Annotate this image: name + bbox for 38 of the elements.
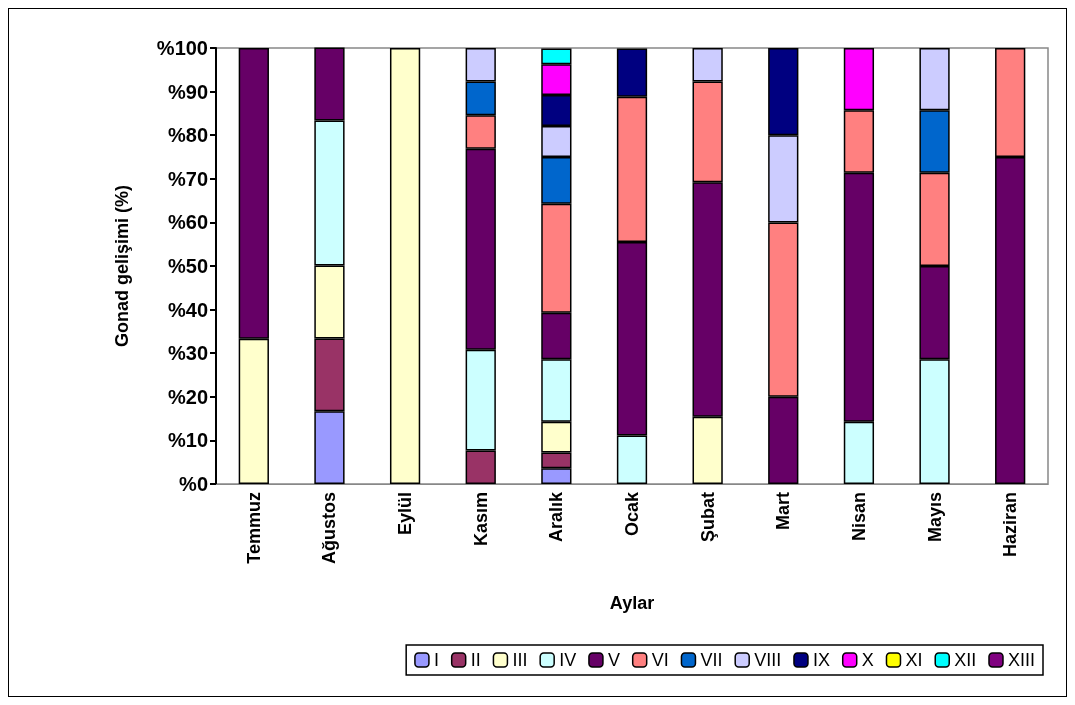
y-tick-label: %70 — [167, 167, 208, 190]
x-tick-label: Haziran — [1000, 492, 1021, 558]
x-tick-label: Kasım — [470, 492, 491, 547]
legend-label: I — [433, 650, 439, 670]
legend-label: VI — [651, 650, 669, 670]
x-tick-label: Eylül — [395, 492, 416, 536]
x-tick-label: Şubat — [697, 492, 718, 543]
y-tick-label: %30 — [167, 342, 208, 365]
x-tick-label: Mart — [773, 492, 794, 531]
y-tick-label: %90 — [167, 80, 208, 103]
legend-label: V — [607, 650, 620, 670]
y-tick-label: %20 — [167, 385, 208, 408]
bar — [389, 48, 421, 484]
y-tick-label: %0 — [179, 473, 208, 495]
x-axis-title: Aylar — [609, 593, 655, 613]
legend-label: XIII — [1007, 650, 1036, 670]
x-tick-label: Mayıs — [924, 492, 945, 543]
legend-label: II — [470, 650, 481, 670]
legend-label: IX — [812, 650, 830, 670]
x-tick-label: Temmuz — [243, 492, 264, 564]
legend-label: VII — [700, 650, 723, 670]
y-tick-label: %60 — [167, 211, 208, 234]
x-tick-label: Aralık — [546, 491, 567, 543]
x-tick-label: Nisan — [848, 492, 869, 542]
y-tick-label: %50 — [167, 255, 208, 277]
y-tick-label: %80 — [167, 124, 208, 147]
x-tick-label: Ocak — [622, 491, 642, 537]
legend-label: XI — [905, 650, 923, 670]
y-tick-label: %40 — [167, 298, 208, 321]
y-tick-label: %100 — [156, 37, 208, 59]
legend-label: III — [512, 650, 528, 670]
y-tick-label: %10 — [167, 429, 208, 452]
y-axis-title: Gonad gelişimi (%) — [112, 184, 132, 348]
legend-label: X — [861, 650, 874, 670]
x-tick-label: Ağustos — [319, 492, 340, 564]
legend-label: XII — [954, 650, 977, 670]
legend-label: VIII — [754, 650, 782, 670]
legend-label: IV — [559, 650, 577, 670]
